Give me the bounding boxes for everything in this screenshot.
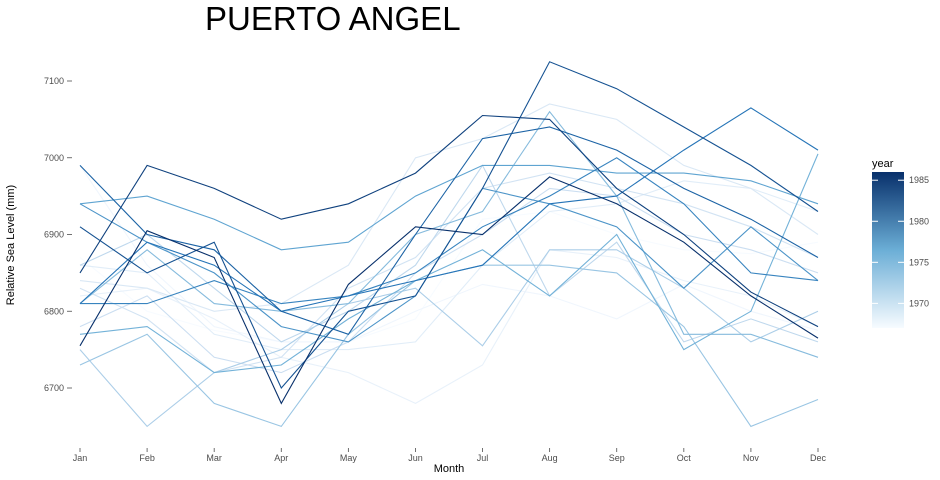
x-tick-label: Jul bbox=[477, 453, 489, 463]
series-line-1976 bbox=[79, 264, 819, 428]
x-tick-label: Dec bbox=[810, 453, 827, 463]
y-axis-ticks: 6700 6800 6900 7000 7100 bbox=[44, 76, 72, 393]
x-tick-label: Oct bbox=[677, 453, 692, 463]
series-line-1979 bbox=[79, 164, 819, 251]
x-tick-label: Jun bbox=[408, 453, 423, 463]
series-line-1978 bbox=[79, 153, 819, 374]
legend: year 1970 1975 1980 1985 bbox=[872, 158, 929, 328]
series-line-1984 bbox=[79, 61, 819, 390]
series-line-1975 bbox=[79, 249, 819, 428]
x-tick-label: Jan bbox=[73, 453, 88, 463]
legend-tick-label: 1985 bbox=[909, 175, 929, 185]
x-axis-label: Month bbox=[434, 463, 465, 475]
series-line-1985 bbox=[79, 114, 819, 328]
x-tick-label: Feb bbox=[139, 453, 155, 463]
y-tick-label: 6800 bbox=[44, 306, 64, 316]
x-tick-label: Sep bbox=[609, 453, 625, 463]
series-line-1982 bbox=[79, 107, 819, 312]
series-line-1971 bbox=[79, 103, 819, 312]
x-tick-label: Apr bbox=[274, 453, 288, 463]
series-line-1973 bbox=[79, 187, 819, 374]
legend-ticks: 1970 1975 1980 1985 bbox=[872, 175, 929, 308]
series-line-1970 bbox=[79, 180, 819, 351]
series-line-1969 bbox=[79, 249, 819, 405]
x-axis-ticks: Jan Feb Mar Apr May Jun Jul Aug Sep Oct Nov Dec bbox=[73, 448, 827, 463]
y-tick-label: 7000 bbox=[44, 153, 64, 163]
series-line-1974 bbox=[79, 164, 819, 343]
y-axis-label: Relative Sea Level (mm) bbox=[5, 185, 17, 305]
legend-tick-label: 1970 bbox=[909, 298, 929, 308]
series-lines bbox=[79, 61, 819, 428]
legend-title: year bbox=[872, 158, 894, 170]
x-tick-label: Mar bbox=[206, 453, 222, 463]
y-tick-label: 6900 bbox=[44, 230, 64, 240]
series-line-1981 bbox=[80, 157, 819, 305]
legend-tick-label: 1975 bbox=[909, 257, 929, 267]
series-line-1986 bbox=[79, 176, 819, 405]
series-line-1968 bbox=[79, 165, 819, 343]
legend-colorbar bbox=[872, 172, 904, 328]
x-tick-label: Aug bbox=[542, 453, 558, 463]
legend-tick-label: 1980 bbox=[909, 216, 929, 226]
chart-title: PUERTO ANGEL bbox=[205, 0, 461, 37]
series-line-1977 bbox=[79, 110, 819, 358]
y-tick-label: 7100 bbox=[44, 76, 64, 86]
x-tick-label: May bbox=[340, 453, 358, 463]
x-tick-label: Nov bbox=[743, 453, 760, 463]
y-tick-label: 6700 bbox=[44, 383, 64, 393]
